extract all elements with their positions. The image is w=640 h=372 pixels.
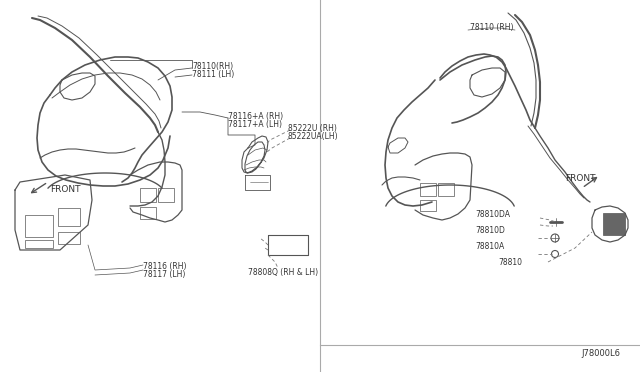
Bar: [158, 188, 174, 202]
Bar: [140, 207, 156, 219]
Text: 78116+A (RH): 78116+A (RH): [228, 112, 283, 121]
Bar: [603, 213, 625, 235]
Bar: [140, 188, 156, 202]
Text: FRONT: FRONT: [565, 174, 595, 183]
Text: 78810: 78810: [498, 258, 522, 267]
Bar: [58, 232, 80, 244]
Text: 78808Q (RH & LH): 78808Q (RH & LH): [248, 268, 318, 277]
Text: 78117 (LH): 78117 (LH): [143, 270, 186, 279]
Bar: [420, 183, 436, 196]
Text: J78000L6: J78000L6: [581, 349, 620, 358]
Text: 78117+A (LH): 78117+A (LH): [228, 120, 282, 129]
Text: 78810A: 78810A: [475, 242, 504, 251]
Text: 78111 (LH): 78111 (LH): [192, 70, 234, 79]
Text: 78810DA: 78810DA: [475, 210, 510, 219]
Bar: [58, 208, 80, 226]
Text: 85222U (RH): 85222U (RH): [288, 124, 337, 133]
Text: 78110(RH): 78110(RH): [192, 62, 233, 71]
Bar: [25, 240, 53, 248]
Bar: [25, 215, 53, 237]
Bar: [438, 183, 454, 196]
Text: 85222UA(LH): 85222UA(LH): [288, 132, 339, 141]
Text: 78116 (RH): 78116 (RH): [143, 262, 186, 271]
Text: 78110 (RH): 78110 (RH): [470, 23, 513, 32]
Text: 78810D: 78810D: [475, 226, 505, 235]
Text: FRONT: FRONT: [50, 185, 81, 194]
Bar: [420, 200, 436, 211]
